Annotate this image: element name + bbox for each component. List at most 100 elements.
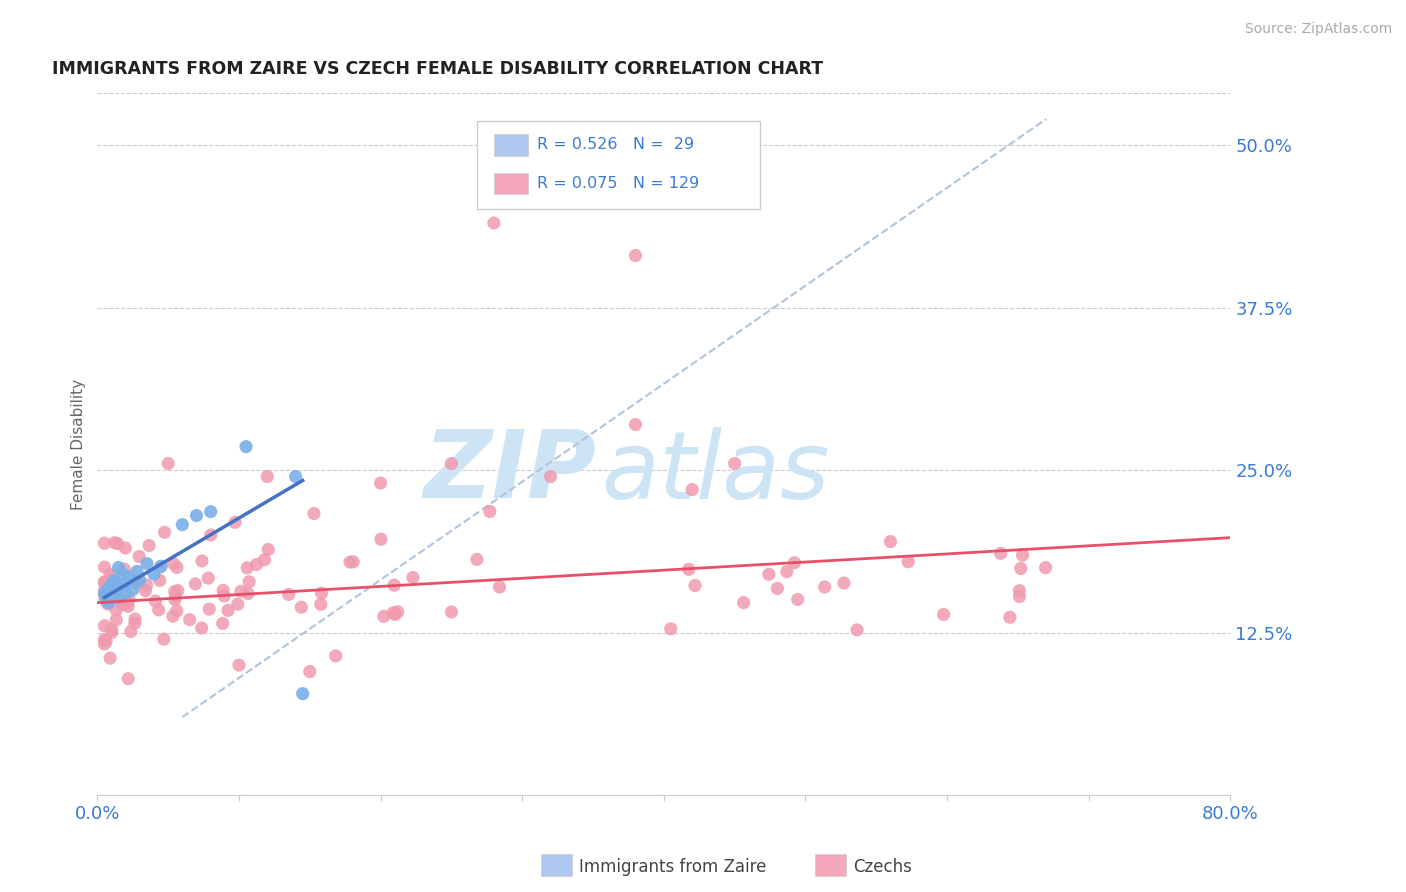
Point [100,623,122,637]
Point [990,546,1012,560]
Point [402,570,425,584]
Point [298,665,321,679]
Point [212,589,235,603]
Point [540,469,562,483]
Point [224,516,246,530]
Point [302,507,325,521]
Point [112,562,135,576]
Point [134,583,156,598]
Point [153,525,176,540]
Point [879,534,901,549]
Point [114,541,136,555]
Point [115,596,138,610]
Point [184,577,207,591]
Point [387,605,409,619]
Point [1008,583,1031,598]
Point [98,567,121,582]
Point [245,558,267,572]
Point [117,672,139,686]
Point [100,577,122,591]
Point [153,632,176,647]
Point [165,589,187,603]
Point [236,561,259,575]
Point [1011,548,1033,562]
Point [124,616,146,631]
Point [238,574,260,589]
Point [96,582,118,597]
Point [107,560,129,574]
Point [93,619,115,633]
FancyBboxPatch shape [494,173,527,194]
Point [101,589,124,603]
Point [93,586,115,600]
Text: Czechs: Czechs [853,858,912,876]
Point [149,559,172,574]
Point [143,567,166,582]
Point [370,533,392,547]
Point [93,637,115,651]
Point [93,632,115,647]
Point [114,586,136,600]
Point [93,575,115,590]
Point [104,576,127,591]
Point [163,592,186,607]
Point [108,580,131,594]
Point [166,583,188,598]
Point [814,580,837,594]
Point [125,574,148,589]
Point [256,469,278,483]
Point [382,606,405,620]
Point [97,586,120,600]
Point [681,483,703,497]
Point [257,542,280,557]
Point [111,567,134,582]
Point [107,536,129,550]
Point [659,622,682,636]
Point [339,555,361,569]
Point [766,582,789,596]
Point [465,552,488,566]
Point [124,612,146,626]
Point [105,591,128,605]
Point [236,586,259,600]
Point [94,593,117,607]
Point [832,576,855,591]
Point [291,687,314,701]
Point [228,658,250,673]
Point [370,476,392,491]
Point [104,581,127,595]
Text: R = 0.526   N =  29: R = 0.526 N = 29 [537,137,695,153]
Point [897,555,920,569]
Point [624,248,647,262]
Point [145,594,167,608]
Point [932,607,955,622]
Point [382,578,405,592]
Point [103,574,125,588]
Point [97,596,120,610]
Point [724,457,747,471]
Point [128,549,150,564]
Point [190,621,212,635]
Point [138,539,160,553]
Point [117,599,139,614]
Point [373,609,395,624]
FancyBboxPatch shape [494,135,527,155]
Point [100,625,122,640]
Point [120,624,142,639]
Point [226,597,249,611]
Point [93,560,115,574]
Point [776,565,799,579]
Point [105,603,128,617]
Point [162,557,184,571]
Point [93,536,115,550]
Text: ZIP: ZIP [423,426,596,518]
Point [127,575,149,590]
Point [94,634,117,648]
Point [482,216,505,230]
Point [111,598,134,612]
Point [1035,560,1057,574]
Point [93,588,115,602]
Point [211,616,233,631]
Point [290,600,312,615]
Point [150,559,173,574]
